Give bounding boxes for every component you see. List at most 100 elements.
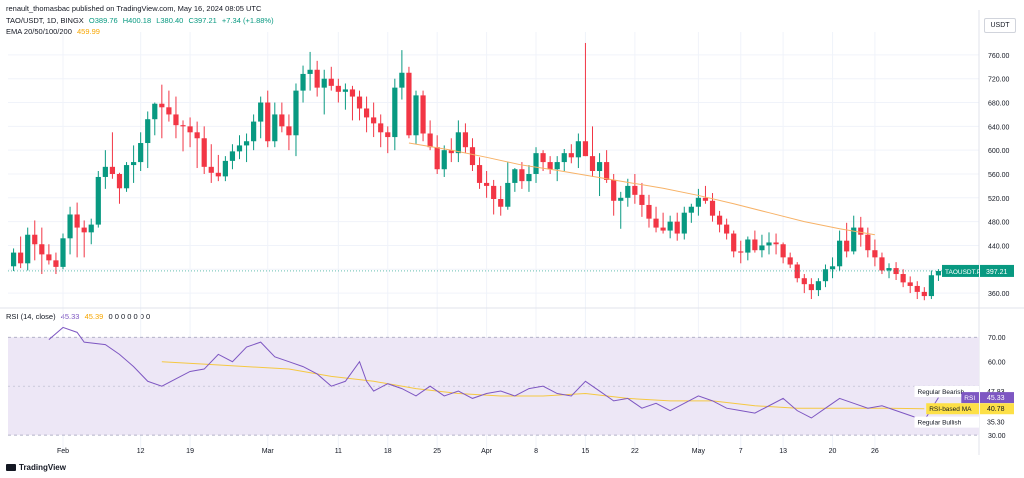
candle-body bbox=[81, 227, 87, 233]
candle-body bbox=[279, 114, 285, 127]
regular-bearish-label-value-box bbox=[980, 385, 1014, 397]
high-value: H400.18 bbox=[122, 16, 152, 25]
candle-body bbox=[67, 214, 73, 239]
candle-body bbox=[646, 204, 652, 219]
candle-body bbox=[907, 282, 913, 286]
candle-body bbox=[131, 162, 137, 166]
time-tick-label: 22 bbox=[631, 448, 639, 455]
candle-body bbox=[229, 151, 236, 161]
candle-body bbox=[385, 132, 391, 138]
candle-body bbox=[667, 221, 673, 231]
candle-body bbox=[808, 284, 814, 291]
rsi-label-box bbox=[961, 392, 979, 404]
rsi-tick-label: 30.00 bbox=[988, 433, 1006, 440]
candle-body bbox=[879, 257, 885, 271]
regular-bullish-label: Regular Bullish bbox=[918, 420, 962, 427]
tradingview-logo: TradingView bbox=[6, 463, 66, 472]
candle-body bbox=[392, 87, 398, 138]
candle-body bbox=[935, 270, 942, 276]
candle-body bbox=[872, 250, 878, 258]
time-tick-label: Feb bbox=[57, 448, 69, 455]
candle-body bbox=[724, 224, 730, 234]
price-tick-label: 720.00 bbox=[988, 77, 1010, 84]
candle-body bbox=[166, 107, 172, 115]
candle-body bbox=[561, 153, 567, 163]
candle-body bbox=[335, 85, 341, 92]
rsi-ma-label-value-box bbox=[980, 403, 1014, 415]
candle-body bbox=[787, 257, 793, 265]
candle-body bbox=[815, 281, 822, 291]
candle-body bbox=[39, 244, 45, 255]
rsi-ma-label-value: 40.78 bbox=[987, 406, 1005, 413]
time-tick-label: Apr bbox=[481, 448, 493, 455]
candle-body bbox=[745, 239, 751, 253]
candle-body bbox=[25, 234, 31, 264]
candle-body bbox=[519, 169, 525, 182]
time-tick-label: 13 bbox=[779, 448, 787, 455]
candle-body bbox=[243, 141, 250, 146]
candle-body bbox=[844, 240, 850, 252]
candle-body bbox=[540, 153, 546, 163]
rsi-ma-label: RSI-based MA bbox=[929, 406, 972, 413]
time-tick-label: 12 bbox=[137, 448, 145, 455]
candle-body bbox=[116, 173, 123, 189]
candle-body bbox=[10, 252, 17, 267]
candle-body bbox=[363, 108, 370, 118]
time-tick-label: 11 bbox=[335, 448, 342, 455]
candle-body bbox=[236, 145, 243, 152]
candle-body bbox=[505, 182, 511, 207]
time-tick-label: 15 bbox=[582, 448, 590, 455]
candle-body bbox=[476, 165, 483, 183]
candle-body bbox=[829, 266, 836, 270]
candle-body bbox=[180, 125, 186, 127]
candle-body bbox=[674, 221, 680, 234]
candle-body bbox=[681, 212, 687, 234]
currency-button[interactable]: USDT bbox=[984, 18, 1016, 33]
rsi-tick-label: 60.00 bbox=[988, 360, 1006, 367]
candle-body bbox=[498, 199, 504, 207]
close-value: C397.21 bbox=[188, 16, 217, 25]
rsi-ma-line bbox=[161, 361, 925, 410]
candle-body bbox=[625, 185, 631, 198]
price-tick-label: 640.00 bbox=[988, 124, 1010, 131]
rsi-label: RSI bbox=[964, 395, 975, 402]
candle-body bbox=[589, 156, 596, 172]
candle-body bbox=[293, 90, 299, 136]
candle-body bbox=[604, 162, 610, 180]
candle-body bbox=[18, 252, 24, 264]
symbol-label: TAO/USDT, 1D, BINGX bbox=[6, 16, 84, 25]
candle-body bbox=[716, 215, 723, 225]
candle-body bbox=[928, 275, 934, 297]
candle-body bbox=[286, 126, 292, 136]
rsi-zero-values: 0 0 0 0 0 0 0 bbox=[108, 312, 151, 321]
candle-body bbox=[448, 150, 454, 154]
candle-body bbox=[568, 153, 574, 158]
time-tick-label: 25 bbox=[433, 448, 441, 455]
candle-body bbox=[709, 200, 716, 216]
candle-body bbox=[462, 132, 469, 148]
candle-body bbox=[434, 147, 440, 170]
candle-body bbox=[632, 185, 638, 195]
time-tick-label: Mar bbox=[262, 448, 275, 455]
candle-body bbox=[702, 197, 709, 201]
candle-body bbox=[865, 234, 871, 251]
candle-body bbox=[194, 132, 200, 139]
candle-body bbox=[738, 251, 744, 253]
candle-body bbox=[780, 244, 786, 258]
candle-body bbox=[321, 78, 327, 88]
candle-body bbox=[822, 269, 829, 282]
rsi-header: RSI (14, close) 45.33 45.39 0 0 0 0 0 0 … bbox=[6, 312, 153, 321]
rsi-label-value: 45.33 bbox=[987, 395, 1005, 402]
price-tick-label: 680.00 bbox=[988, 101, 1010, 108]
candle-body bbox=[378, 123, 384, 133]
candle-body bbox=[575, 141, 581, 158]
candle-body bbox=[618, 197, 624, 201]
candle-body bbox=[900, 274, 906, 283]
candle-body bbox=[921, 291, 927, 297]
ema-line: EMA 20/50/100/200 459.99 bbox=[6, 27, 103, 36]
price-tick-label: 440.00 bbox=[988, 243, 1010, 250]
candle-body bbox=[801, 278, 807, 285]
candle-body bbox=[794, 264, 800, 279]
ema-label: EMA 20/50/100/200 bbox=[6, 27, 72, 36]
